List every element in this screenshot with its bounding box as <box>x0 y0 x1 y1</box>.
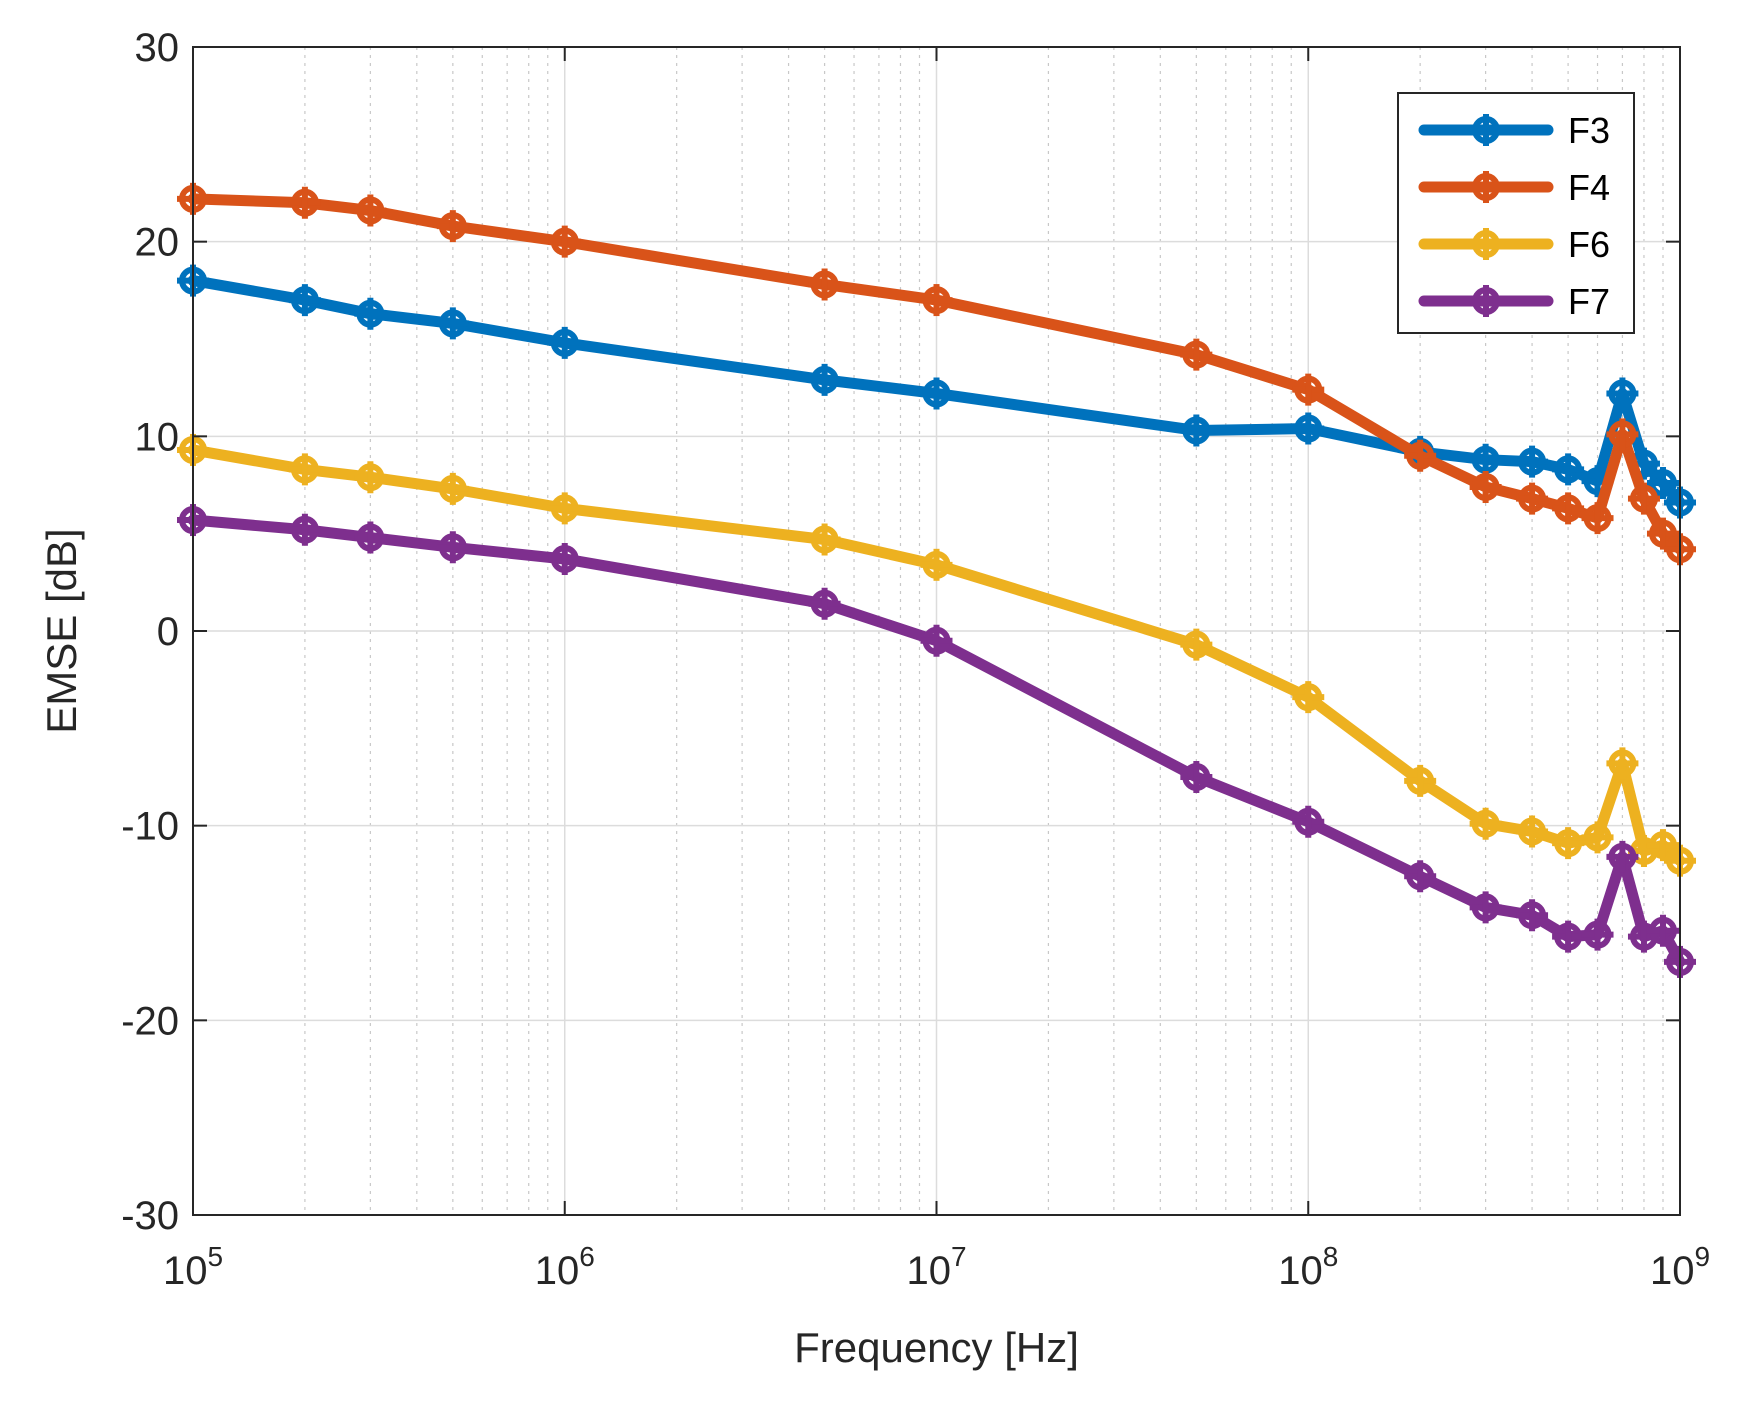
data-point-f6 <box>1180 628 1213 661</box>
data-point-f7 <box>288 513 321 546</box>
data-point-f4 <box>1581 502 1614 535</box>
data-point-f4 <box>1292 373 1325 406</box>
series-f3 <box>177 264 1696 519</box>
data-point-f7 <box>1469 891 1502 924</box>
legend-item-f6: F6 <box>1418 224 1610 265</box>
y-tick-label: 10 <box>135 415 180 459</box>
data-point-f3 <box>1469 443 1502 476</box>
legend: F3 F4 F6 F7 <box>1397 92 1635 334</box>
data-point-f4 <box>436 210 469 243</box>
y-axis: -30 -20 -10 0 10 20 30 <box>121 26 1680 1238</box>
data-point-f4 <box>1627 482 1660 515</box>
data-point-f6 <box>1606 747 1639 780</box>
data-point-f7 <box>808 587 841 620</box>
legend-marker <box>1470 285 1502 317</box>
data-point-f6 <box>354 461 387 494</box>
data-point-f7 <box>1581 918 1614 951</box>
data-point-f6 <box>1646 829 1679 862</box>
legend-marker <box>1470 228 1502 260</box>
data-point-f3 <box>1552 453 1585 486</box>
data-point-f6 <box>288 453 321 486</box>
data-point-f7 <box>436 531 469 564</box>
data-point-f6 <box>1292 681 1325 714</box>
data-point-f6 <box>1552 827 1585 860</box>
legend-label: F7 <box>1568 281 1610 322</box>
data-point-f7 <box>1646 914 1679 947</box>
data-point-f6 <box>920 548 953 581</box>
legend-item-f4: F4 <box>1418 167 1610 208</box>
y-tick-label: 0 <box>157 610 179 654</box>
x-axis-title: Frequency [Hz] <box>794 1324 1079 1371</box>
legend-marker <box>1470 171 1502 203</box>
data-point-f7 <box>1516 899 1549 932</box>
data-point-f3 <box>436 307 469 340</box>
x-axis: 105 106 107 108 109 <box>163 47 1710 1293</box>
x-tick-label: 106 <box>535 1241 595 1293</box>
data-point-f3 <box>1180 414 1213 447</box>
data-point-f4 <box>920 284 953 317</box>
data-point-f3 <box>920 377 953 410</box>
data-point-f3 <box>1516 445 1549 478</box>
data-point-f3 <box>1606 377 1639 410</box>
data-point-f3 <box>354 297 387 330</box>
legend-marker <box>1470 114 1502 146</box>
data-point-f7 <box>354 521 387 554</box>
y-tick-label: -30 <box>121 1194 179 1238</box>
data-point-f6 <box>808 523 841 556</box>
data-point-f3 <box>288 284 321 317</box>
data-point-f4 <box>1404 439 1437 472</box>
data-point-f6 <box>1469 807 1502 840</box>
data-point-f4 <box>1606 418 1639 451</box>
data-point-f4 <box>1180 338 1213 371</box>
y-tick-label: 20 <box>135 221 180 265</box>
data-point-f3 <box>548 326 581 359</box>
y-tick-label: -10 <box>121 805 179 849</box>
x-tick-label: 109 <box>1650 1241 1710 1293</box>
data-point-f4 <box>1552 492 1585 525</box>
legend-item-f7: F7 <box>1418 281 1610 322</box>
data-point-f6 <box>436 472 469 505</box>
legend-label: F6 <box>1568 224 1610 265</box>
x-tick-label: 107 <box>906 1241 966 1293</box>
x-tick-label: 105 <box>163 1241 223 1293</box>
data-point-f7 <box>1180 761 1213 793</box>
data-point-f4 <box>548 225 581 258</box>
series-f6 <box>177 433 1696 877</box>
data-point-f6 <box>1516 815 1549 848</box>
data-point-f3 <box>808 363 841 396</box>
y-tick-label: -20 <box>121 999 179 1043</box>
data-point-f4 <box>1646 517 1679 550</box>
series-group <box>177 182 1696 978</box>
data-point-f6 <box>1404 764 1437 797</box>
data-point-f4 <box>808 268 841 301</box>
data-point-f6 <box>1581 821 1614 854</box>
data-point-f7 <box>548 542 581 575</box>
data-point-f3 <box>1646 467 1679 500</box>
legend-item-f3: F3 <box>1418 110 1610 151</box>
data-point-f4 <box>354 194 387 227</box>
data-point-f7 <box>920 624 953 657</box>
data-point-f3 <box>1292 412 1325 445</box>
data-point-f4 <box>1516 482 1549 515</box>
x-tick-label: 108 <box>1278 1241 1338 1293</box>
data-point-f7 <box>1292 805 1325 838</box>
data-point-f7 <box>1552 920 1585 953</box>
data-point-f7 <box>1606 840 1639 873</box>
y-axis-title: EMSE [dB] <box>38 528 85 733</box>
data-point-f4 <box>288 186 321 219</box>
legend-label: F3 <box>1568 110 1610 151</box>
data-point-f6 <box>548 492 581 525</box>
data-point-f4 <box>1469 470 1502 503</box>
y-tick-label: 30 <box>135 26 180 70</box>
legend-label: F4 <box>1568 167 1610 208</box>
data-point-f7 <box>1404 860 1437 893</box>
